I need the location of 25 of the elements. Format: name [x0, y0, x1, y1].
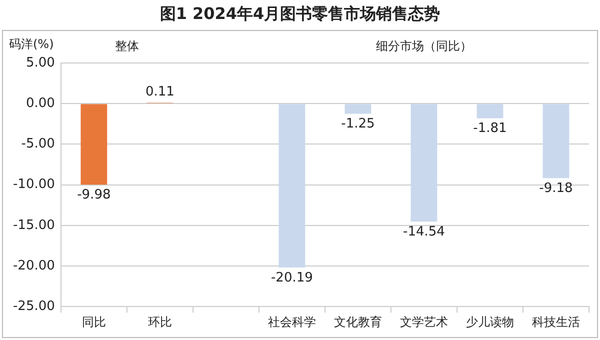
y-tick-label: -15.00	[12, 218, 55, 233]
data-label: -1.81	[473, 121, 507, 136]
y-tick-label: -25.00	[12, 298, 55, 314]
data-label: -9.98	[77, 188, 111, 203]
x-tick-label: 同比	[82, 314, 106, 329]
y-tick-label: -10.00	[12, 177, 55, 192]
x-tick-label: 少儿读物	[466, 314, 514, 329]
data-label: -9.18	[539, 181, 573, 196]
data-label: -20.19	[270, 270, 313, 286]
x-tick-label: 文化教育	[334, 314, 382, 329]
y-tick-label: -5.00	[21, 136, 55, 152]
y-tick-label: 5.00	[26, 55, 55, 70]
chart-title: 图1 2024年4月图书零售市场销售态势	[158, 4, 442, 25]
y-tick-label: 0.00	[26, 96, 55, 111]
x-tick-label: 科技生活	[532, 314, 580, 329]
data-label: 0.11	[145, 84, 174, 100]
x-tick-label: 文学艺术	[400, 314, 448, 329]
text: 整体	[114, 39, 139, 54]
x-tick-label: 环比	[148, 314, 172, 329]
data-label: -14.54	[403, 224, 445, 240]
x-tick-label: 社会科学	[268, 314, 316, 329]
y-axis-title: 码洋(%)	[9, 37, 54, 52]
text: 细分市场（同比）	[376, 39, 472, 54]
data-label: -1.25	[341, 116, 375, 132]
y-tick-label: -20.00	[12, 258, 55, 274]
